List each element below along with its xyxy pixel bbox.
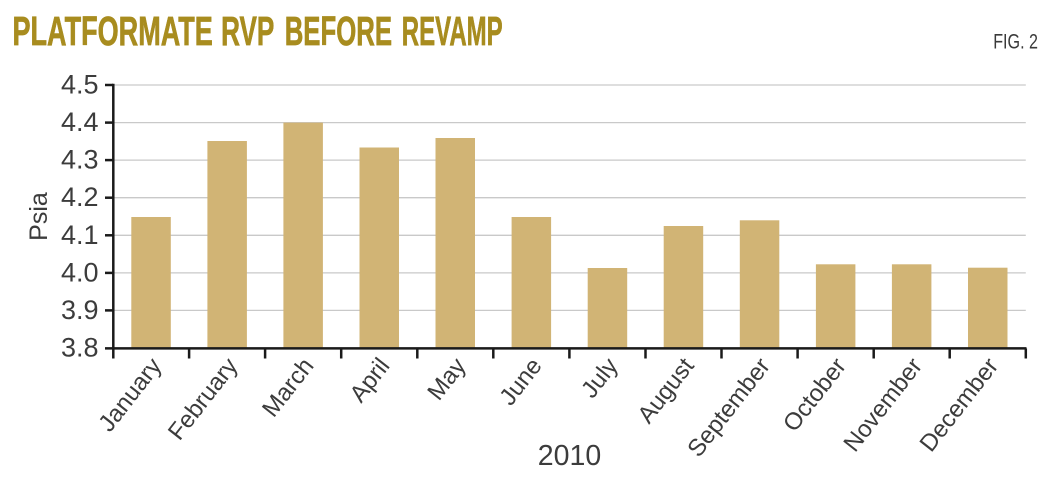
svg-text:December: December: [915, 353, 1004, 457]
svg-text:Psia: Psia: [25, 192, 53, 241]
svg-text:October: October: [778, 353, 852, 437]
svg-text:February: February: [163, 353, 243, 445]
svg-text:BEFORE: BEFORE: [285, 9, 392, 54]
svg-text:January: January: [93, 353, 167, 437]
svg-text:4.0: 4.0: [61, 257, 99, 287]
svg-text:FIG. 2: FIG. 2: [993, 30, 1038, 54]
svg-text:PLATFORMATE: PLATFORMATE: [13, 9, 213, 54]
svg-text:June: June: [494, 353, 547, 411]
svg-text:2010: 2010: [538, 440, 601, 472]
svg-text:4.3: 4.3: [61, 145, 99, 175]
svg-text:April: April: [345, 353, 396, 407]
svg-text:RVP: RVP: [221, 9, 274, 54]
svg-text:3.9: 3.9: [61, 295, 99, 325]
svg-text:4.2: 4.2: [61, 182, 99, 212]
svg-text:August: August: [632, 353, 699, 429]
svg-text:4.1: 4.1: [61, 220, 99, 250]
svg-text:4.4: 4.4: [61, 107, 99, 137]
svg-text:March: March: [257, 353, 319, 422]
svg-text:4.5: 4.5: [61, 70, 99, 100]
svg-text:July: July: [576, 353, 624, 403]
svg-text:REVAMP: REVAMP: [402, 9, 503, 54]
svg-text:3.8: 3.8: [61, 333, 99, 363]
svg-text:May: May: [422, 353, 471, 405]
